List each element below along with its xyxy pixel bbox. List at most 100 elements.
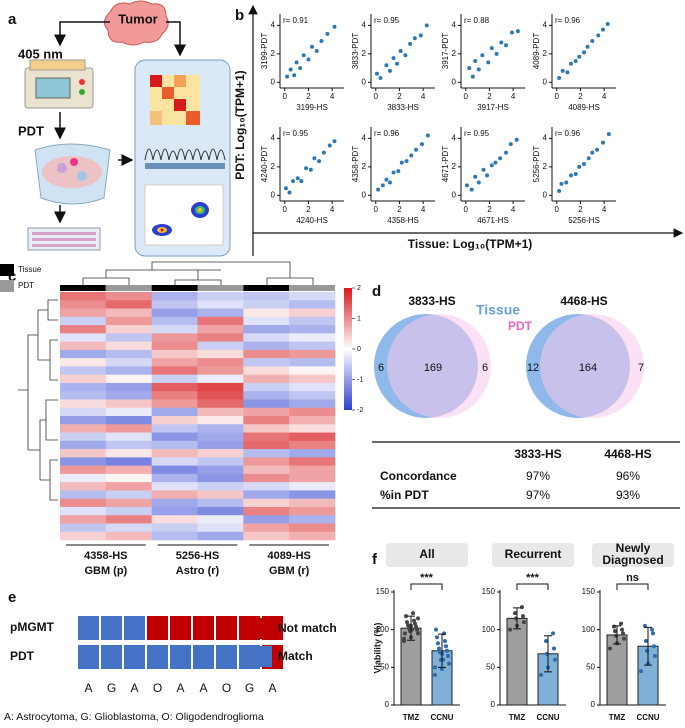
match-cell (193, 616, 214, 640)
x-tick-label: 0 (374, 205, 379, 214)
point (332, 139, 337, 144)
heatmap-cell (289, 300, 336, 309)
point (504, 150, 509, 155)
heatmap-cell (243, 358, 290, 367)
heatmap-cell (243, 432, 290, 442)
heatmap-cell (243, 506, 290, 516)
point (402, 636, 406, 641)
point (650, 627, 654, 632)
heatmap-cell (289, 292, 336, 301)
venn-count: 12 (527, 362, 539, 374)
point (552, 646, 556, 651)
error-bar (613, 625, 621, 645)
y-tick-label: 150 (482, 587, 496, 596)
table-cell: 97% (526, 488, 550, 502)
point (515, 29, 520, 34)
heatmap-cell (243, 416, 290, 425)
heatmap-cell (151, 391, 198, 400)
heatmap-cell (60, 407, 107, 417)
legend-swatch (0, 280, 14, 292)
y-tick-label: 2 (543, 162, 548, 171)
point (374, 71, 379, 76)
point (644, 638, 648, 643)
heatmap-cell (105, 473, 152, 483)
heatmap-cell (105, 292, 152, 301)
venn-count: 7 (638, 362, 644, 374)
heatmap-cell (197, 399, 244, 409)
table-header: 3833-HS (514, 447, 561, 461)
heatmap-cell (105, 506, 152, 516)
heatmap-cell (197, 515, 244, 524)
x-tick-label: 4 (421, 205, 426, 214)
point (639, 669, 643, 674)
group-label: Astro (r) (176, 565, 220, 577)
y-tick-label: 2 (362, 162, 367, 171)
heatmap-cell (289, 341, 336, 351)
type-letter: G (107, 681, 116, 695)
dendrogram (18, 261, 314, 501)
heatmap-cell (60, 523, 107, 533)
panel-letter: a (8, 11, 17, 28)
significance: *** (526, 572, 540, 584)
heatmap-cell (243, 374, 290, 384)
heatmap-cell (105, 498, 152, 508)
heatmap-cell (197, 424, 244, 433)
point (321, 150, 326, 155)
type-letter: O (222, 681, 231, 695)
error-bar (513, 607, 521, 630)
panel-letter: b (235, 7, 244, 24)
heatmap-cell (105, 341, 152, 351)
point (308, 167, 313, 172)
x-tick-label: CCNU (430, 713, 453, 722)
heatmap-cell (243, 382, 290, 392)
heatmap-cell (60, 382, 107, 392)
point (304, 166, 309, 171)
heatmap-cell (60, 308, 107, 318)
x-tick-label: CCNU (636, 713, 659, 722)
point (596, 33, 601, 38)
point (306, 57, 311, 62)
heatmap-cell (151, 292, 198, 301)
point (414, 147, 419, 152)
point (299, 179, 304, 184)
heatmap-cell (289, 382, 336, 392)
heatmap-cell (243, 407, 290, 417)
panel-letter: f (372, 551, 378, 568)
annotation: r= 0.95 (283, 129, 309, 138)
x-tick-label: 0 (555, 205, 560, 214)
y-tick-label: 50 (586, 662, 595, 671)
x-tick-label: 4 (602, 205, 607, 214)
heatmap-cell (60, 515, 107, 524)
heatmap-cell (105, 407, 152, 417)
point (509, 30, 514, 35)
point (600, 27, 605, 32)
x-axis-label: 4671-HS (477, 216, 509, 225)
point (416, 631, 420, 636)
heatmap-cell (197, 366, 244, 375)
point (288, 67, 293, 72)
y-tick-label: 2 (271, 49, 276, 58)
heatmap-cell (151, 407, 198, 417)
heatmap-cell (243, 515, 290, 524)
heatmap-cell (289, 308, 336, 318)
x-tick-label: 0 (555, 92, 560, 101)
x-tick-label: TMZ (403, 713, 420, 722)
heatmap-cell (60, 498, 107, 508)
heatmap-cell (105, 457, 152, 466)
point (493, 160, 498, 165)
heatmap-cell (289, 449, 336, 458)
heatmap-cell (243, 341, 290, 351)
type-letter: G (245, 681, 254, 695)
heatmap-cell (197, 325, 244, 334)
title-box (492, 543, 574, 567)
y-axis-label: 3917-PDT (441, 33, 450, 70)
point (317, 159, 322, 164)
x-axis-label: 4089-HS (568, 103, 600, 112)
y-tick-label: 100 (582, 625, 596, 634)
heatmap-cell (60, 416, 107, 425)
point (544, 638, 548, 643)
point (557, 189, 562, 194)
y-tick-label: 4 (452, 133, 457, 142)
point (283, 186, 288, 191)
